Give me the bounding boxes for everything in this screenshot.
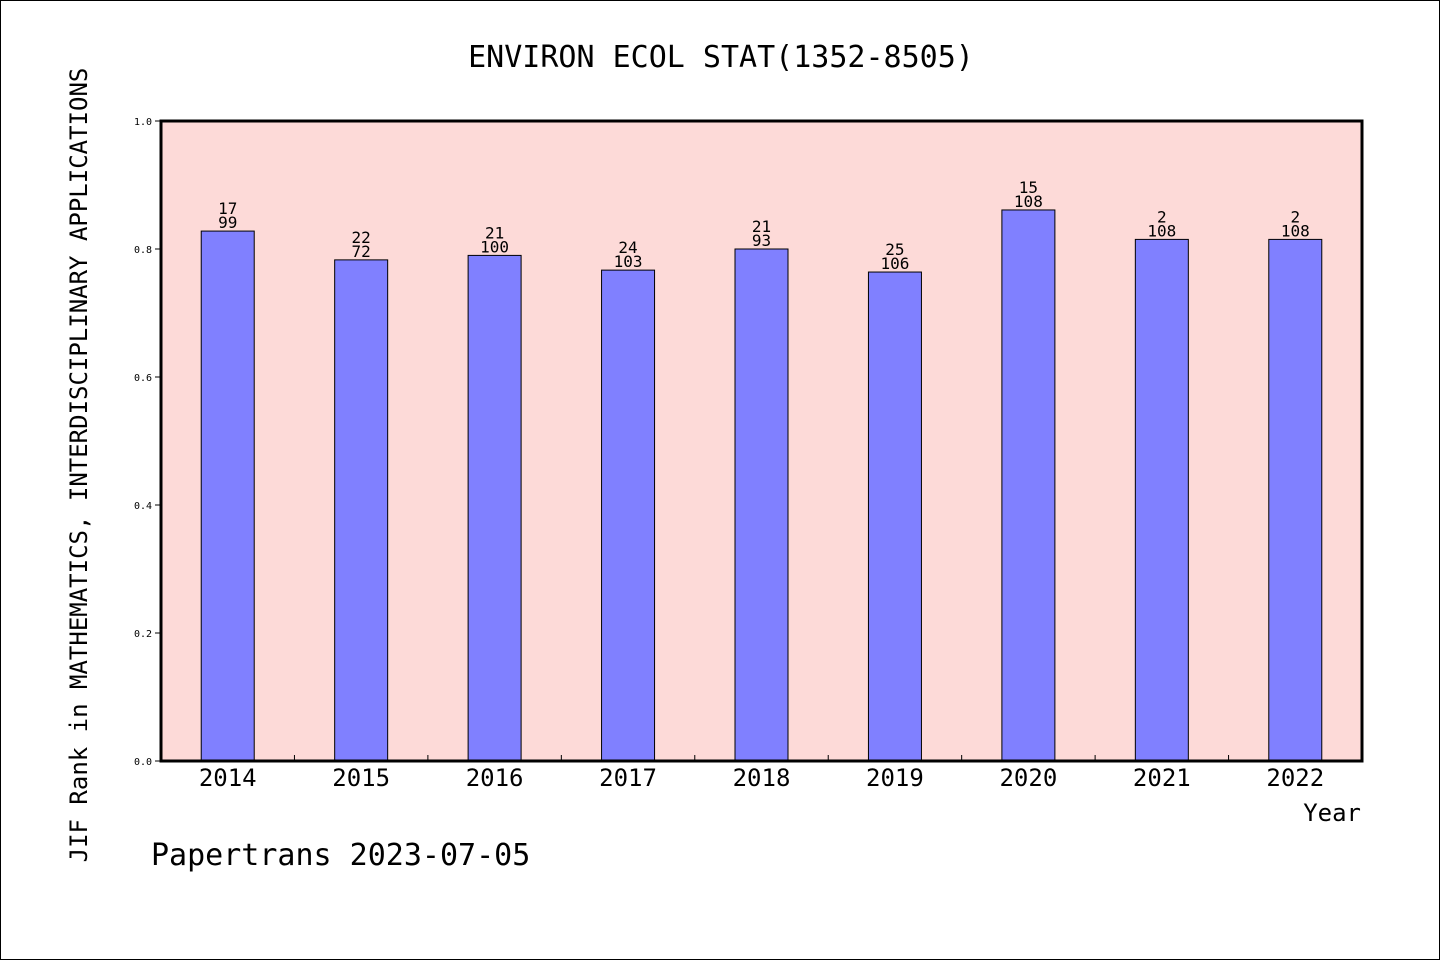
bar <box>601 269 656 762</box>
x-tick-label: 2015 <box>332 764 390 792</box>
bar-rank-label: 17 <box>218 199 237 218</box>
bar <box>734 248 789 762</box>
y-tick-label: 1.0 <box>134 117 152 128</box>
bar <box>467 254 522 762</box>
bar-total-label: 72 <box>352 242 371 261</box>
x-axis: 2014 2015 2016 2017 2018 2019 2020 2021 2022 <box>199 755 1324 792</box>
bar-rank-label: 21 <box>752 217 771 236</box>
x-tick-label: 2018 <box>733 764 791 792</box>
bar <box>867 271 922 762</box>
bar <box>1134 238 1189 762</box>
bar-total-label: 108 <box>1281 221 1310 240</box>
bar <box>334 259 389 762</box>
bar-rank-label: 2 <box>1157 207 1167 226</box>
footer-credit: Papertrans 2023-07-05 <box>151 838 530 873</box>
x-tick-label: 2021 <box>1133 764 1191 792</box>
bar-rank-label: 24 <box>618 238 637 257</box>
x-tick-label: 2020 <box>999 764 1057 792</box>
x-tick-label: 2022 <box>1266 764 1324 792</box>
bar-total-label: 100 <box>480 237 509 256</box>
y-axis: 0.0 0.2 0.4 0.6 0.8 1.0 <box>134 117 161 768</box>
y-tick-label: 0.8 <box>134 245 152 256</box>
y-tick-label: 0.0 <box>134 757 152 768</box>
x-tick-label: 2017 <box>599 764 657 792</box>
y-axis-label: JIF Rank in MATHEMATICS, INTERDISCIPLINA… <box>65 68 93 863</box>
chart-title: ENVIRON ECOL STAT(1352-8505) <box>468 40 974 75</box>
bar-rank-label: 21 <box>485 223 504 242</box>
bar-total-label: 93 <box>752 231 771 250</box>
bar-total-label: 108 <box>1147 221 1176 240</box>
bar-total-label: 108 <box>1014 192 1043 211</box>
x-axis-label: Year <box>1303 799 1361 827</box>
bar-rank-label: 2 <box>1290 207 1300 226</box>
x-tick-label: 2019 <box>866 764 924 792</box>
y-tick-label: 0.2 <box>134 629 152 640</box>
x-tick-label: 2014 <box>199 764 257 792</box>
bar <box>1268 238 1323 762</box>
plot-border <box>159 119 1364 763</box>
bar <box>200 230 255 762</box>
bar-rank-label: 25 <box>885 240 904 259</box>
bar-total-label: 106 <box>880 254 909 273</box>
bar <box>1001 209 1056 762</box>
bar-total-label: 103 <box>614 252 643 271</box>
bar-rank-label: 15 <box>1019 178 1038 197</box>
x-tick-label: 2016 <box>466 764 524 792</box>
y-tick-label: 0.4 <box>134 501 152 512</box>
y-tick-label: 0.6 <box>134 373 152 384</box>
bar-rank-label: 22 <box>352 228 371 247</box>
bar-total-label: 99 <box>218 213 237 232</box>
